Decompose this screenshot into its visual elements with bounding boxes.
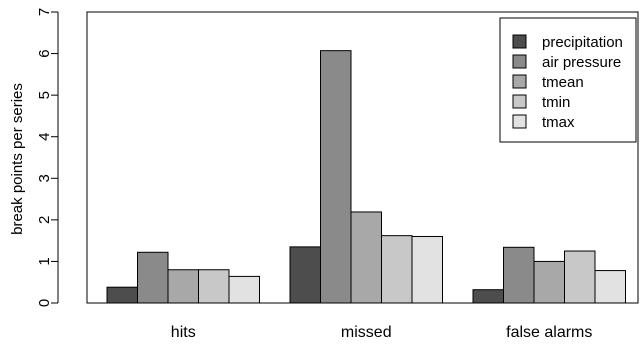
- legend-swatch: [512, 74, 527, 89]
- y-tick-label: 4: [36, 133, 53, 141]
- y-tick-label: 0: [36, 299, 53, 307]
- bar-hits-tmin: [198, 269, 230, 304]
- bar-false-alarms-tmax: [594, 270, 626, 304]
- legend-swatch: [512, 114, 527, 129]
- legend-swatch: [512, 34, 527, 49]
- legend-swatch: [512, 94, 527, 109]
- bar-hits-tmean: [167, 269, 199, 304]
- bar-missed-precipitation: [289, 246, 321, 304]
- legend: precipitation air pressure tmean tmin tmax: [499, 17, 637, 143]
- bar-missed-tmean: [350, 211, 382, 304]
- bar-false-alarms-air-pressure: [503, 246, 535, 304]
- legend-swatch: [512, 54, 527, 69]
- legend-label: air pressure: [542, 54, 621, 71]
- y-tick-label: 7: [36, 8, 53, 16]
- bar-false-alarms-tmean: [533, 260, 565, 304]
- y-tick-label: 2: [36, 216, 53, 224]
- bar-hits-tmax: [228, 275, 260, 304]
- plot-frame: [86, 11, 639, 304]
- y-tick-label: 1: [36, 257, 53, 265]
- bar-missed-tmin: [381, 235, 413, 304]
- legend-label: tmax: [542, 114, 575, 131]
- bar-false-alarms-precipitation: [472, 289, 504, 304]
- y-axis: 0 1 2 3 4 5 6 7: [36, 8, 59, 307]
- y-tick-label: 3: [36, 174, 53, 182]
- category-labels: hits missed false alarms: [171, 324, 593, 341]
- legend-label: tmin: [542, 94, 570, 111]
- bar-missed-tmax: [411, 235, 443, 304]
- y-axis-label: break points per series: [9, 83, 26, 235]
- y-tick-label: 5: [36, 91, 53, 99]
- bar-false-alarms-tmin: [564, 250, 596, 304]
- category-label: missed: [341, 324, 392, 341]
- legend-label: tmean: [542, 74, 584, 91]
- category-label: false alarms: [506, 324, 592, 341]
- bar-hits-air-pressure: [137, 251, 169, 304]
- category-label: hits: [171, 324, 196, 341]
- bar-hits-precipitation: [106, 286, 138, 304]
- legend-label: precipitation: [542, 34, 623, 51]
- y-tick-label: 6: [36, 49, 53, 57]
- bar-missed-air-pressure: [320, 50, 352, 304]
